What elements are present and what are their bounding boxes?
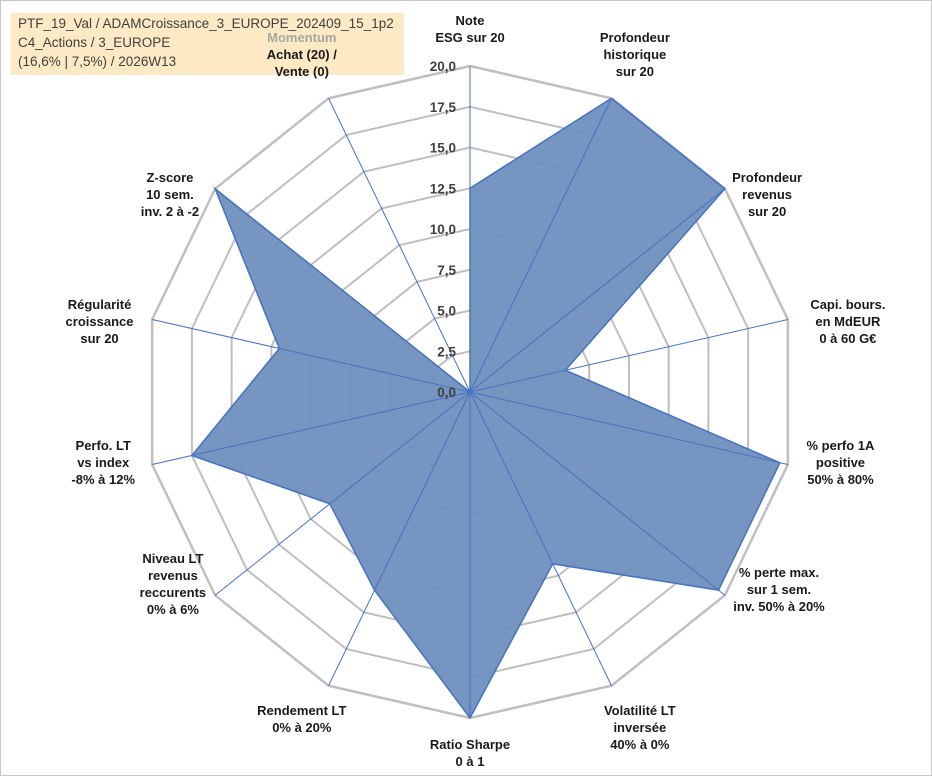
axis-label: Profondeur historique sur 20 [600, 30, 670, 79]
axis-label: Régularité croissance sur 20 [66, 297, 134, 346]
tick-label: 2,5 [437, 344, 456, 359]
portfolio-id-line: PTF_19_Val / ADAMCroissance_3_EUROPE_202… [18, 16, 394, 31]
asset-class-line: C4_Actions / 3_EUROPE [18, 35, 171, 50]
radar-spoke [328, 391, 471, 686]
axis-label: Niveau LT revenus reccurents 0% à 6% [140, 551, 206, 617]
radar-spoke [469, 391, 726, 596]
axis-label: Rendement LT 0% à 20% [257, 703, 346, 735]
radar-spokes [152, 66, 788, 718]
radar-spoke [469, 188, 726, 393]
axis-label: Volatilité LT inversée 40% à 0% [604, 703, 676, 752]
tick-label: 10,0 [430, 222, 456, 237]
radar-tick-labels: 0,0 2,5 5,0 7,5 10,0 12,5 15,0 17,5 20,0 [430, 59, 457, 400]
radar-spoke [214, 188, 471, 393]
radar-spoke [469, 391, 788, 466]
performance-week-line: (16,6% | 7,5%) / 2026W13 [18, 54, 177, 69]
portfolio-info-box: PTF_19_Val / ADAMCroissance_3_EUROPE_202… [11, 13, 404, 75]
tick-label: 7,5 [437, 263, 456, 278]
radar-axis-labels: Note ESG sur 20 Profondeur historique sur 20… [66, 13, 886, 769]
axis-label: Perfo. LT vs index -8% à 12% [71, 438, 135, 487]
series-polygon [190, 97, 781, 720]
axis-label: Profondeur revenus sur 20 [732, 170, 802, 219]
axis-label: Capi. bours. en MdEUR 0 à 60 G€ [810, 297, 885, 346]
tick-label: 17,5 [430, 100, 457, 115]
axis-label: Note ESG sur 20 [435, 13, 504, 45]
radar-spoke [328, 98, 471, 393]
axis-label: Momentum Achat (20) / Vente (0) [267, 30, 337, 79]
axis-label: % perte max. sur 1 sem. inv. 50% à 20% [733, 565, 825, 614]
radar-spoke [152, 318, 471, 393]
radar-spoke [214, 391, 471, 596]
tick-label: 0,0 [437, 385, 456, 400]
axis-label: % perfo 1A positive 50% à 80% [807, 438, 876, 487]
axis-label: Z-score 10 sem. inv. 2 à -2 [141, 170, 199, 219]
tick-label: 12,5 [430, 181, 457, 196]
radar-spoke [469, 318, 788, 393]
radar-spoke [469, 98, 612, 393]
radar-series [190, 97, 781, 720]
tick-label: 20,0 [430, 59, 456, 74]
tick-label: 5,0 [437, 304, 456, 319]
tick-label: 15,0 [430, 141, 456, 156]
radar-spoke [469, 391, 612, 686]
axis-label: Ratio Sharpe 0 à 1 [430, 737, 510, 769]
radar-spoke [152, 391, 471, 466]
